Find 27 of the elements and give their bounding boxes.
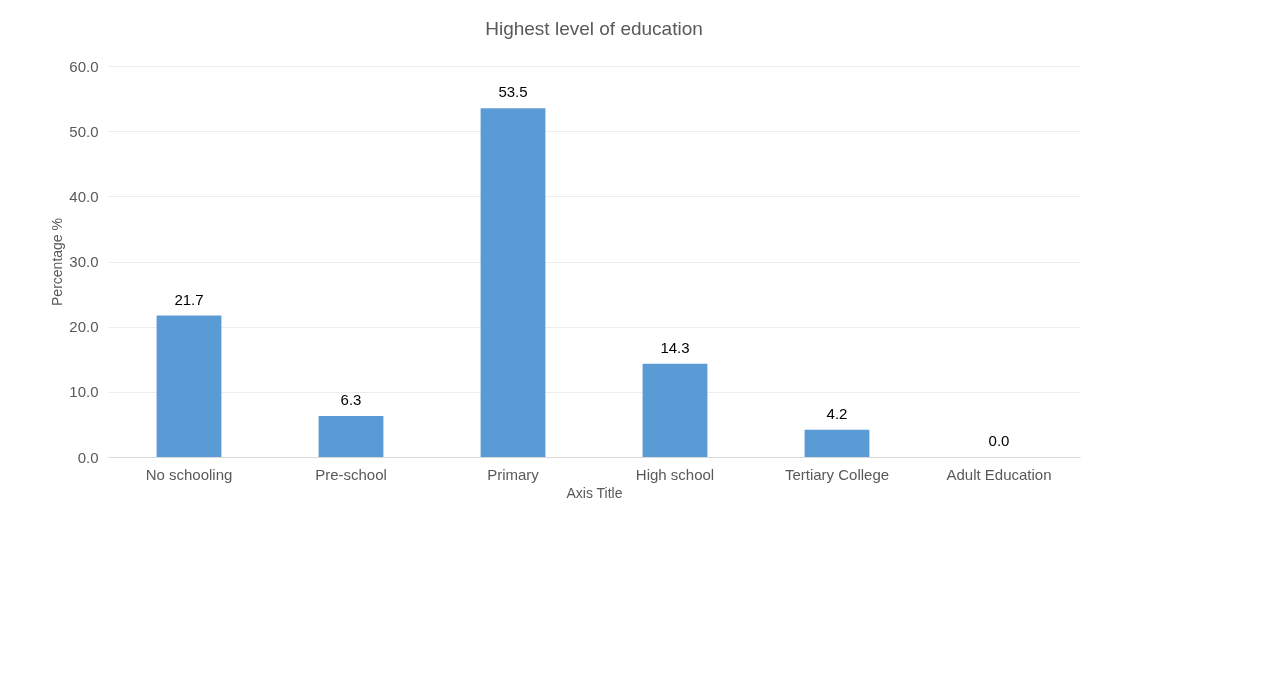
y-tick-label: 60.0 [69,57,99,75]
x-tick-label: Tertiary College [784,465,890,483]
x-tick-label: Adult Education [946,465,1052,483]
x-tick-label: No schooling [145,465,233,483]
x-tick-label: High school [635,465,715,483]
y-tick-label: 10.0 [69,383,99,401]
y-axis-title: Percentage % [49,218,66,306]
x-axis-title: Axis Title [566,484,623,501]
data-label: 53.5 [498,83,528,101]
y-tick-label: 40.0 [69,187,99,205]
y-tick-label: 50.0 [69,122,99,140]
chart-title: Highest level of education [485,18,703,39]
data-label: 6.3 [340,390,362,408]
data-label: 21.7 [174,290,204,308]
data-label: 0.0 [988,432,1010,449]
data-label: 14.3 [660,338,690,356]
bar [480,108,546,457]
bar [156,315,222,457]
x-tick-label: Pre-school [315,465,387,483]
x-tick-label: Primary [487,465,540,483]
bar [642,363,708,457]
bar [804,429,870,457]
y-tick-label: 0.0 [77,448,99,466]
y-tick-label: 20.0 [69,318,99,336]
data-label: 4.2 [826,404,848,422]
y-tick-label: 30.0 [69,253,99,270]
bar [318,415,384,457]
